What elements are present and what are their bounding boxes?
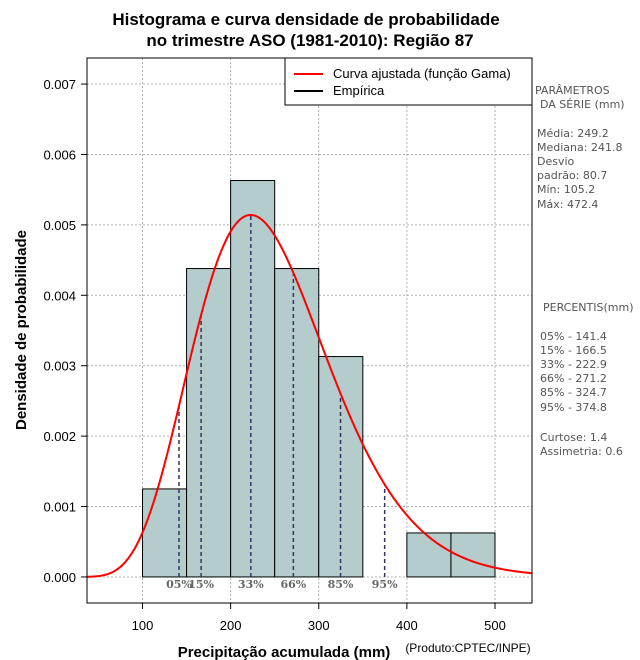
legend-label-curve: Curva ajustada (função Gama) [333, 66, 511, 81]
percentile-label-0: 05% [166, 578, 192, 591]
legend-label-empirical: Empírica [333, 83, 385, 98]
y-tick-label-6: 0.006 [43, 147, 76, 162]
histogram-bar-3 [274, 268, 320, 578]
gamma-curve-line [86, 213, 533, 578]
histogram-bars [142, 180, 496, 578]
histogram-bar-6 [406, 532, 452, 578]
y-tick-label-7: 0.007 [43, 77, 76, 92]
param-mediana: Mediana: 241.8 [537, 141, 622, 154]
param-desvio-1: Desvio [537, 155, 575, 168]
x-tick-label-0: 100 [132, 618, 154, 633]
x-tick-label-2: 300 [308, 618, 330, 633]
percentile-label-4: 85% [328, 578, 354, 591]
percentile-label-2: 33% [238, 578, 264, 591]
x-tick-label-4: 500 [484, 618, 506, 633]
percentil-33: 33% - 222.9 [540, 358, 607, 371]
percentile-labels: 05%15% 33% 66% 85% 95% [166, 578, 398, 591]
chart-title: Histograma e curva densidade de probabil… [112, 10, 499, 29]
y-tick-label-3: 0.003 [43, 359, 76, 374]
histogram-bar-0 [142, 488, 188, 578]
params-title-1: PARÂMETROS [535, 84, 610, 97]
percentile-label-3: 66% [280, 578, 306, 591]
percentile-lines [178, 214, 386, 577]
histogram-bar-2 [230, 180, 276, 578]
credit-label: (Produto:CPTEC/INPE) [405, 641, 530, 655]
param-min: Mín: 105.2 [537, 183, 595, 196]
percentil-05: 05% - 141.4 [540, 330, 607, 343]
x-axis-label: Precipitação acumulada (mm) [178, 644, 391, 660]
y-axis: 0.000 0.001 0.002 0.003 0.004 0.005 0.006 0.007 [43, 77, 87, 585]
side-panel: PARÂMETROS DA SÉRIE (mm) Média: 249.2 Me… [535, 84, 634, 458]
histogram-bar-4 [318, 356, 364, 578]
y-tick-label-0: 0.000 [43, 570, 76, 585]
y-tick-label-4: 0.004 [43, 288, 76, 303]
percentil-95: 95% - 374.8 [540, 401, 607, 414]
curtose: Curtose: 1.4 [540, 431, 607, 444]
param-media: Média: 249.2 [537, 127, 609, 140]
x-tick-label-3: 400 [396, 618, 418, 633]
percentil-15: 15% - 166.5 [540, 344, 607, 357]
y-tick-label-5: 0.005 [43, 218, 76, 233]
percentile-label-1: 15% [188, 578, 214, 591]
chart-subtitle: no trimestre ASO (1981-2010): Região 87 [146, 31, 473, 50]
percentil-66: 66% - 271.2 [540, 372, 607, 385]
percentile-label-5: 95% [372, 578, 398, 591]
param-max: Máx: 472.4 [537, 198, 598, 211]
percentil-85: 85% - 324.7 [540, 386, 607, 399]
assimetria: Assimetria: 0.6 [540, 445, 623, 458]
x-axis: 100 200 300 400 500 [132, 603, 506, 633]
y-tick-label-2: 0.002 [43, 429, 76, 444]
param-desvio-2: padrão: 80.7 [537, 169, 607, 182]
gamma-curve [86, 213, 533, 578]
legend: Curva ajustada (função Gama) Empírica [284, 57, 533, 106]
y-tick-label-1: 0.001 [43, 500, 76, 515]
histogram-bar-1 [186, 268, 232, 578]
y-axis-label: Densidade de probabilidade [13, 230, 30, 430]
legend-box [284, 57, 533, 106]
x-tick-label-1: 200 [220, 618, 242, 633]
percentis-title: PERCENTIS(mm) [543, 301, 634, 314]
params-title-2: DA SÉRIE (mm) [540, 98, 625, 111]
